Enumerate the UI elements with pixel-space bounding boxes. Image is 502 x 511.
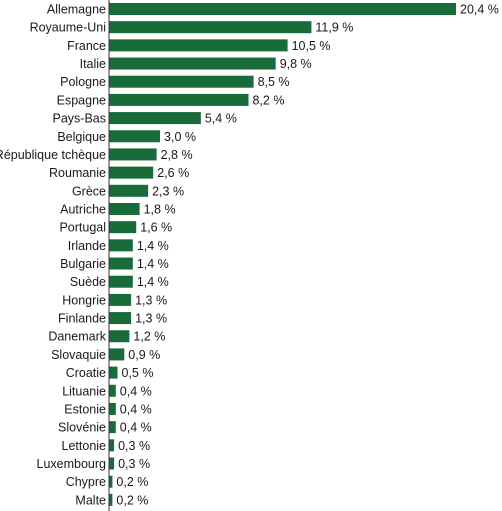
category-label: Italie [80, 57, 106, 71]
value-label: 0,3 % [118, 439, 150, 453]
value-label: 1,3 % [135, 293, 167, 307]
value-label: 10,5 % [292, 39, 331, 53]
value-label: 9,8 % [280, 57, 312, 71]
category-label: Bulgarie [60, 257, 106, 271]
bar [109, 57, 276, 70]
category-label: Royaume-Uni [30, 21, 106, 35]
category-label: Roumanie [49, 166, 106, 180]
value-label: 1,2 % [133, 330, 165, 344]
bar [109, 166, 154, 179]
value-label: 1,3 % [135, 312, 167, 326]
value-label: 20,4 % [460, 3, 499, 17]
bar [109, 112, 201, 125]
category-label: Belgique [57, 130, 106, 144]
category-label: Luxembourg [37, 457, 107, 471]
value-label: 0,4 % [120, 384, 152, 398]
value-label: 2,8 % [161, 148, 193, 162]
value-label: 5,4 % [205, 112, 237, 126]
bar [109, 493, 113, 506]
category-label: Danemark [48, 330, 106, 344]
category-label: Malte [75, 493, 106, 507]
value-label: 1,4 % [137, 239, 169, 253]
category-label: Autriche [60, 202, 106, 216]
bar [109, 239, 133, 252]
bar [109, 202, 140, 215]
value-label: 0,4 % [120, 421, 152, 435]
category-label: Slovaquie [51, 348, 106, 362]
bar [109, 257, 133, 270]
value-label: 8,2 % [252, 93, 284, 107]
category-label: Estonie [64, 402, 106, 416]
bar [109, 348, 125, 361]
category-label: Slovénie [58, 421, 106, 435]
value-label: 11,9 % [315, 21, 353, 35]
bar [109, 439, 115, 452]
category-label: Grèce [72, 184, 106, 198]
value-label: 0,2 % [116, 493, 148, 507]
bar [109, 93, 249, 106]
bar [109, 148, 157, 161]
category-label: Espagne [57, 93, 106, 107]
bar [109, 184, 149, 197]
value-label: 8,5 % [258, 75, 290, 89]
bar [109, 457, 115, 470]
bar [109, 221, 137, 234]
bar [109, 39, 288, 52]
category-label: Pays-Bas [53, 112, 107, 126]
category-label: Allemagne [47, 3, 106, 17]
bar [109, 130, 161, 143]
value-label: 0,2 % [116, 475, 148, 489]
value-label: 0,3 % [118, 457, 150, 471]
category-label: France [67, 39, 106, 53]
value-label: 3,0 % [164, 130, 196, 144]
value-label: 1,6 % [140, 221, 172, 235]
category-label: Portugal [59, 221, 106, 235]
bar [109, 330, 130, 343]
bars-group: Allemagne 20,4 % Royaume-Uni 11,9 % France 10… [0, 3, 499, 508]
value-label: 1,4 % [137, 275, 169, 289]
category-label: Pologne [60, 75, 106, 89]
bar [109, 293, 132, 306]
bar [109, 3, 456, 15]
category-label: Finlande [58, 312, 106, 326]
value-label: 2,6 % [157, 166, 189, 180]
value-label: 0,4 % [120, 402, 152, 416]
category-label: Hongrie [62, 293, 106, 307]
value-label: 2,3 % [152, 184, 184, 198]
value-label: 1,8 % [144, 202, 176, 216]
bar [109, 366, 118, 379]
bar [109, 421, 116, 434]
value-label: 0,5 % [122, 366, 154, 380]
value-label: 0,9 % [128, 348, 160, 362]
bar [109, 312, 132, 325]
bar [109, 75, 254, 88]
category-label: Lituanie [62, 384, 106, 398]
bar [109, 275, 133, 288]
bar [109, 21, 312, 34]
category-label: République tchèque [0, 148, 106, 162]
value-label: 1,4 % [137, 257, 169, 271]
category-label: Suède [70, 275, 106, 289]
category-label: Lettonie [62, 439, 107, 453]
bar [109, 384, 116, 397]
bar [109, 475, 113, 488]
category-label: Chypre [66, 475, 106, 489]
category-label: Irlande [68, 239, 106, 253]
bar [109, 402, 116, 415]
category-label: Croatie [66, 366, 106, 380]
